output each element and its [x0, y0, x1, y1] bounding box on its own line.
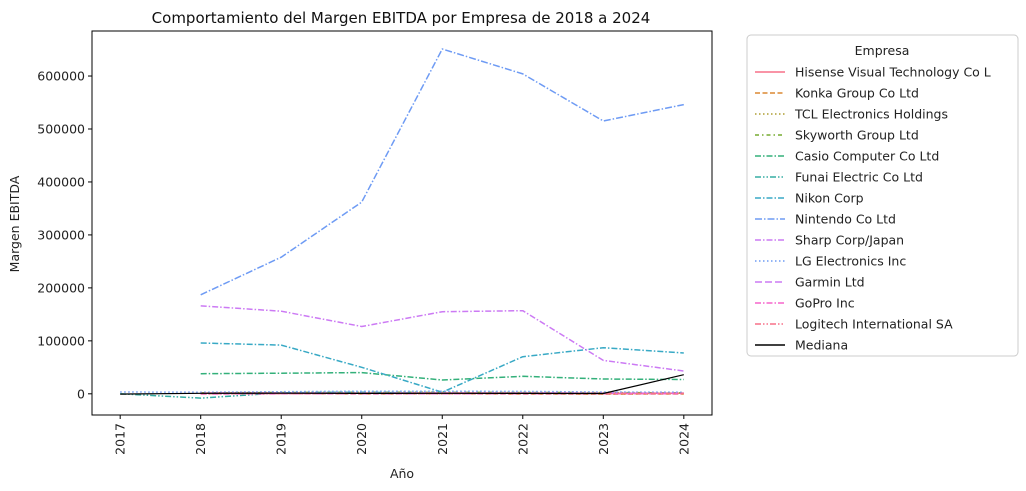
series-line	[200, 305, 684, 372]
y-tick-label: 600000	[37, 69, 85, 84]
legend-label: Nintendo Co Ltd	[795, 212, 896, 227]
x-tick-label: 2020	[354, 423, 369, 455]
legend-label: Sharp Corp/Japan	[795, 233, 904, 248]
series-line	[200, 48, 684, 296]
series-line	[120, 391, 443, 399]
x-tick-label: 2024	[676, 423, 691, 455]
legend-box	[746, 34, 1019, 357]
y-tick-label: 100000	[37, 333, 85, 348]
legend-label: Logitech International SA	[795, 317, 953, 332]
x-tick-label: 2017	[113, 423, 128, 455]
y-tick-label: 300000	[37, 227, 85, 242]
x-axis-ticks: 2017 2018 2019 2020 2021 2022 2023 2024	[113, 415, 691, 455]
series-line	[200, 342, 684, 393]
legend-label: GoPro Inc	[795, 296, 855, 311]
y-tick-label: 200000	[37, 280, 85, 295]
legend-label: Nikon Corp	[795, 191, 864, 206]
legend-label: Konka Group Co Ltd	[795, 86, 919, 101]
legend-label: Skyworth Group Ltd	[795, 128, 919, 143]
series-line	[200, 371, 684, 381]
x-tick-label: 2019	[274, 423, 289, 455]
y-tick-label: 500000	[37, 121, 85, 136]
x-tick-label: 2022	[515, 423, 530, 455]
y-tick-label: 400000	[37, 174, 85, 189]
legend-label: LG Electronics Inc	[795, 254, 906, 269]
legend: Empresa Hisense Visual Technology Co L Ko…	[746, 34, 1019, 357]
legend-title: Empresa	[855, 43, 910, 58]
legend-label: TCL Electronics Holdings	[794, 107, 948, 122]
chart-title: Comportamiento del Margen EBITDA por Emp…	[152, 9, 651, 27]
y-tick-label: 0	[77, 386, 85, 401]
legend-label: Garmin Ltd	[795, 275, 865, 290]
legend-items: Hisense Visual Technology Co L Konka Grou…	[755, 65, 991, 353]
x-tick-label: 2018	[193, 423, 208, 455]
legend-label: Hisense Visual Technology Co L	[795, 65, 991, 80]
legend-label: Mediana	[795, 338, 848, 353]
legend-label: Funai Electric Co Ltd	[795, 170, 923, 185]
series-line	[120, 374, 684, 395]
series-lines	[120, 48, 684, 399]
x-axis-label: Año	[390, 466, 414, 481]
x-tick-label: 2021	[435, 423, 450, 455]
y-axis-ticks: 0 100000 200000 300000 400000 500000 600000	[37, 69, 92, 401]
y-axis-label: Margen EBITDA	[7, 175, 22, 272]
x-tick-label: 2023	[596, 423, 611, 455]
legend-label: Casio Computer Co Ltd	[795, 149, 939, 164]
plot-area-frame	[91, 30, 713, 416]
